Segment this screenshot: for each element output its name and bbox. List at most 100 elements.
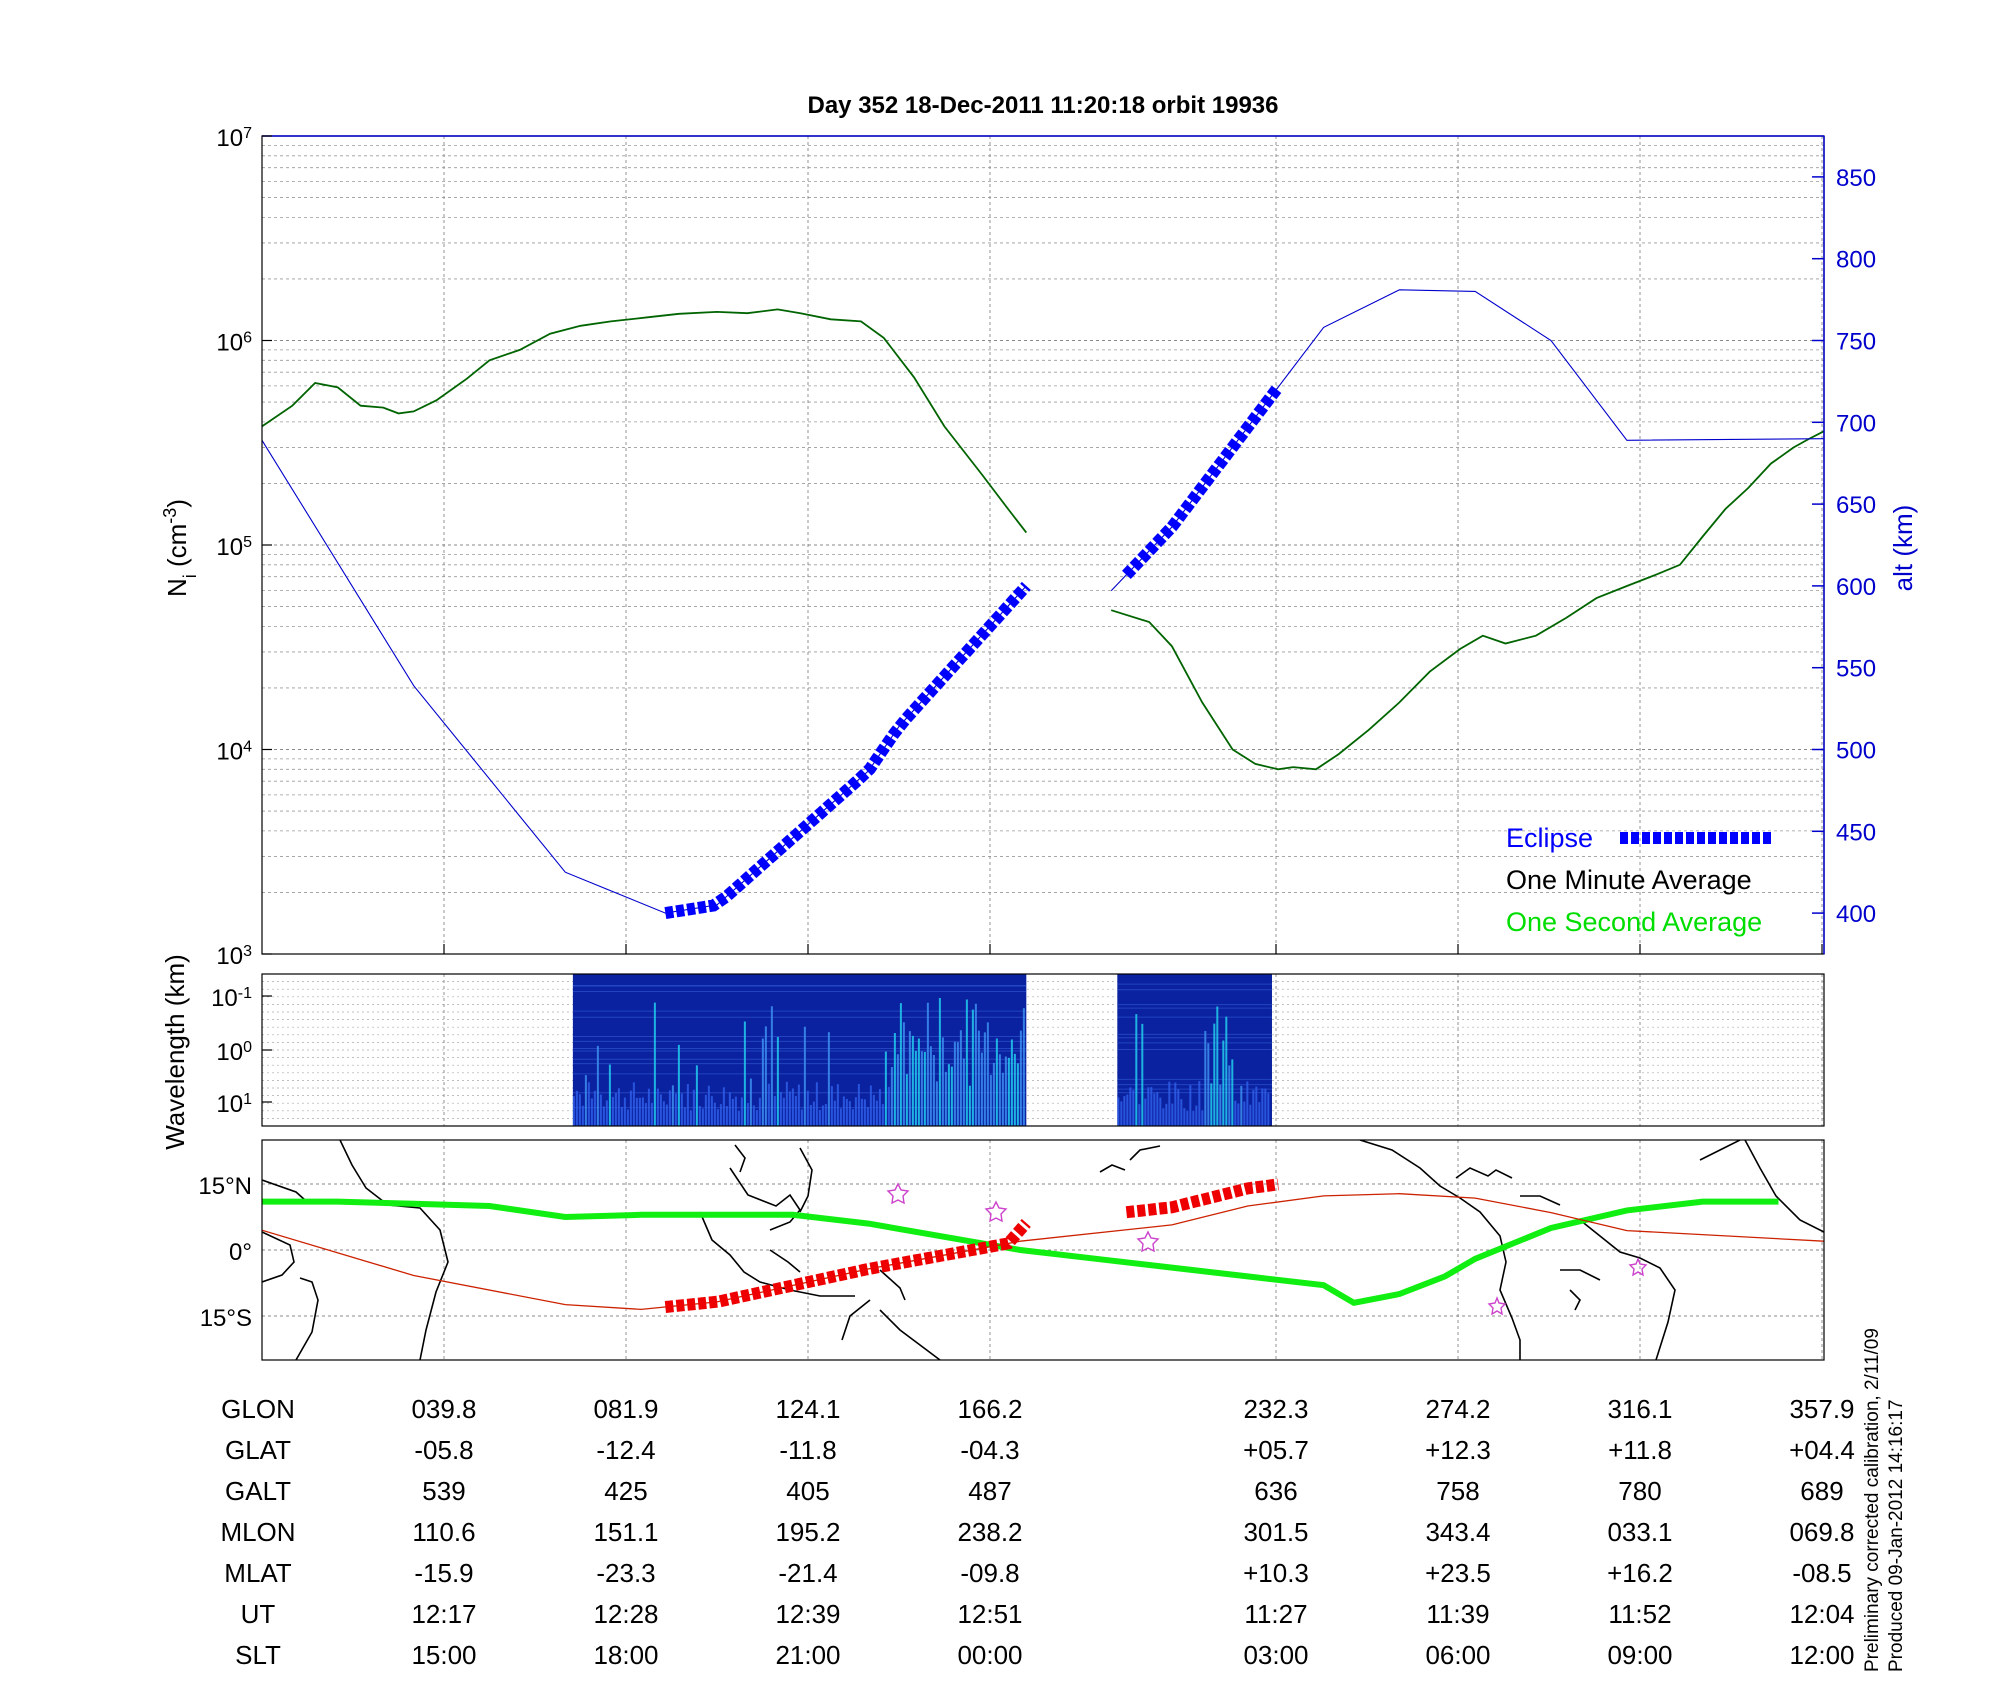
- table-cell: 12:17: [411, 1599, 476, 1629]
- eclipse-segment: [664, 581, 1031, 920]
- y-tick-right: 400: [1836, 901, 1876, 928]
- table-cell: 151.1: [593, 1517, 658, 1547]
- produced-note: Produced 09-Jan-2012 14:16:17: [1886, 1399, 1907, 1672]
- table-cell: 301.5: [1243, 1517, 1308, 1547]
- table-cell: +12.3: [1425, 1435, 1491, 1465]
- eclipse-map-segment: [664, 1218, 1031, 1313]
- table-cell: 124.1: [775, 1394, 840, 1424]
- station-marker: [984, 1200, 1008, 1223]
- calibration-note: Preliminary corrected calibration, 2/11/…: [1862, 1328, 1883, 1672]
- table-cell: -23.3: [596, 1558, 655, 1588]
- table-cell: 487: [968, 1476, 1011, 1506]
- spectrogram-ticks: 10-1 100 101: [211, 985, 272, 1119]
- table-cell: 12:39: [775, 1599, 840, 1629]
- table-cell: 12:00: [1789, 1640, 1854, 1670]
- y-tick-right: 750: [1836, 329, 1876, 356]
- table-cell: 12:51: [957, 1599, 1022, 1629]
- table-cell: 166.2: [957, 1394, 1022, 1424]
- y-axis-label-left: Ni (cm-3): [160, 499, 200, 597]
- table-cell: 343.4: [1425, 1517, 1490, 1547]
- table-cell: 195.2: [775, 1517, 840, 1547]
- table-cell: 11:27: [1244, 1599, 1307, 1629]
- table-cell: 405: [786, 1476, 829, 1506]
- legend-one-second-label: One Second Average: [1506, 907, 1762, 937]
- spectrogram-y-tick: 101: [216, 1091, 252, 1119]
- spectrogram-y-tick: 10-1: [211, 985, 252, 1013]
- table-cell: -15.9: [414, 1558, 473, 1588]
- y-tick-right: 700: [1836, 410, 1876, 437]
- y-axis-label-right: alt (km): [1888, 505, 1918, 592]
- density-ticks: 103 104 105 106 107 400 450 500 550 600 650 700 750 8…: [216, 125, 1876, 971]
- station-marker: [886, 1182, 910, 1205]
- y-tick-left: 106: [216, 329, 252, 357]
- table-row-label: MLON: [220, 1517, 295, 1547]
- map-y-tick: 15°N: [198, 1173, 252, 1200]
- chart-title: Day 352 18-Dec-2011 11:20:18 orbit 19936: [808, 92, 1279, 119]
- spectrogram-data: [572, 974, 1272, 1126]
- table-row-label: UT: [241, 1599, 276, 1629]
- table-cell: 110.6: [412, 1517, 475, 1547]
- spectrogram-y-tick: 100: [216, 1039, 252, 1067]
- density-line: [262, 308, 1028, 534]
- eclipse-segment: [1122, 383, 1283, 580]
- density-series: [262, 289, 1824, 920]
- table-row-label: GLAT: [225, 1435, 291, 1465]
- table-row-label: GLON: [221, 1394, 295, 1424]
- table-cell: 232.3: [1243, 1394, 1308, 1424]
- table-cell: -12.4: [596, 1435, 655, 1465]
- station-marker: [1487, 1296, 1507, 1316]
- table-cell: 316.1: [1607, 1394, 1672, 1424]
- legend-one-minute-label: One Minute Average: [1506, 865, 1752, 895]
- table-cell: -08.5: [1792, 1558, 1851, 1588]
- table-cell: 03:00: [1243, 1640, 1308, 1670]
- table-cell: 636: [1254, 1476, 1297, 1506]
- y-tick-right: 800: [1836, 247, 1876, 274]
- legend: Eclipse One Minute Average One Second Av…: [1506, 823, 1772, 937]
- y-tick-left: 105: [216, 534, 252, 562]
- station-marker: [1136, 1230, 1160, 1253]
- table-cell: -09.8: [960, 1558, 1019, 1588]
- table-row-label: MLAT: [224, 1558, 292, 1588]
- map-ticks: 15°N 0° 15°S: [198, 1173, 252, 1332]
- table-cell: 357.9: [1789, 1394, 1854, 1424]
- table-cell: 081.9: [593, 1394, 658, 1424]
- legend-eclipse-label: Eclipse: [1506, 823, 1593, 853]
- y-tick-right: 600: [1836, 574, 1876, 601]
- station-markers: [886, 1182, 1648, 1316]
- altitude-line: [1110, 289, 1824, 592]
- table-cell: 758: [1436, 1476, 1479, 1506]
- table-cell: 06:00: [1425, 1640, 1490, 1670]
- table-cell: 238.2: [957, 1517, 1022, 1547]
- table-cell: 11:52: [1608, 1599, 1671, 1629]
- table-cell: 689: [1800, 1476, 1843, 1506]
- map-y-tick: 0°: [229, 1239, 252, 1266]
- table-row-label: SLT: [235, 1640, 281, 1670]
- eclipse-map-segment: [1125, 1178, 1279, 1219]
- table-cell: 069.8: [1789, 1517, 1854, 1547]
- y-tick-right: 500: [1836, 738, 1876, 765]
- coastline: [262, 1140, 1824, 1360]
- orbit-track-line: [262, 1193, 1824, 1311]
- table-cell: 274.2: [1425, 1394, 1490, 1424]
- table-cell: 18:00: [593, 1640, 658, 1670]
- table-cell: +05.7: [1243, 1435, 1309, 1465]
- table-cell: 00:00: [957, 1640, 1022, 1670]
- table-cell: 15:00: [411, 1640, 476, 1670]
- table-cell: 425: [604, 1476, 647, 1506]
- table-cell: 21:00: [775, 1640, 840, 1670]
- table-cell: 12:28: [593, 1599, 658, 1629]
- y-tick-right: 650: [1836, 492, 1876, 519]
- table-cell: 033.1: [1607, 1517, 1672, 1547]
- table-cell: +10.3: [1243, 1558, 1309, 1588]
- table-cell: +11.8: [1608, 1435, 1672, 1465]
- table-row-label: GALT: [225, 1476, 291, 1506]
- table-cell: 11:39: [1426, 1599, 1489, 1629]
- spectrogram-block: [1117, 974, 1272, 1126]
- table-cell: -11.8: [779, 1435, 836, 1465]
- density-line: [1110, 430, 1824, 771]
- table-cell: -04.3: [960, 1435, 1019, 1465]
- y-tick-left: 104: [216, 738, 252, 766]
- y-tick-left: 107: [216, 125, 252, 153]
- magnetic-equator-line: [262, 1198, 1779, 1306]
